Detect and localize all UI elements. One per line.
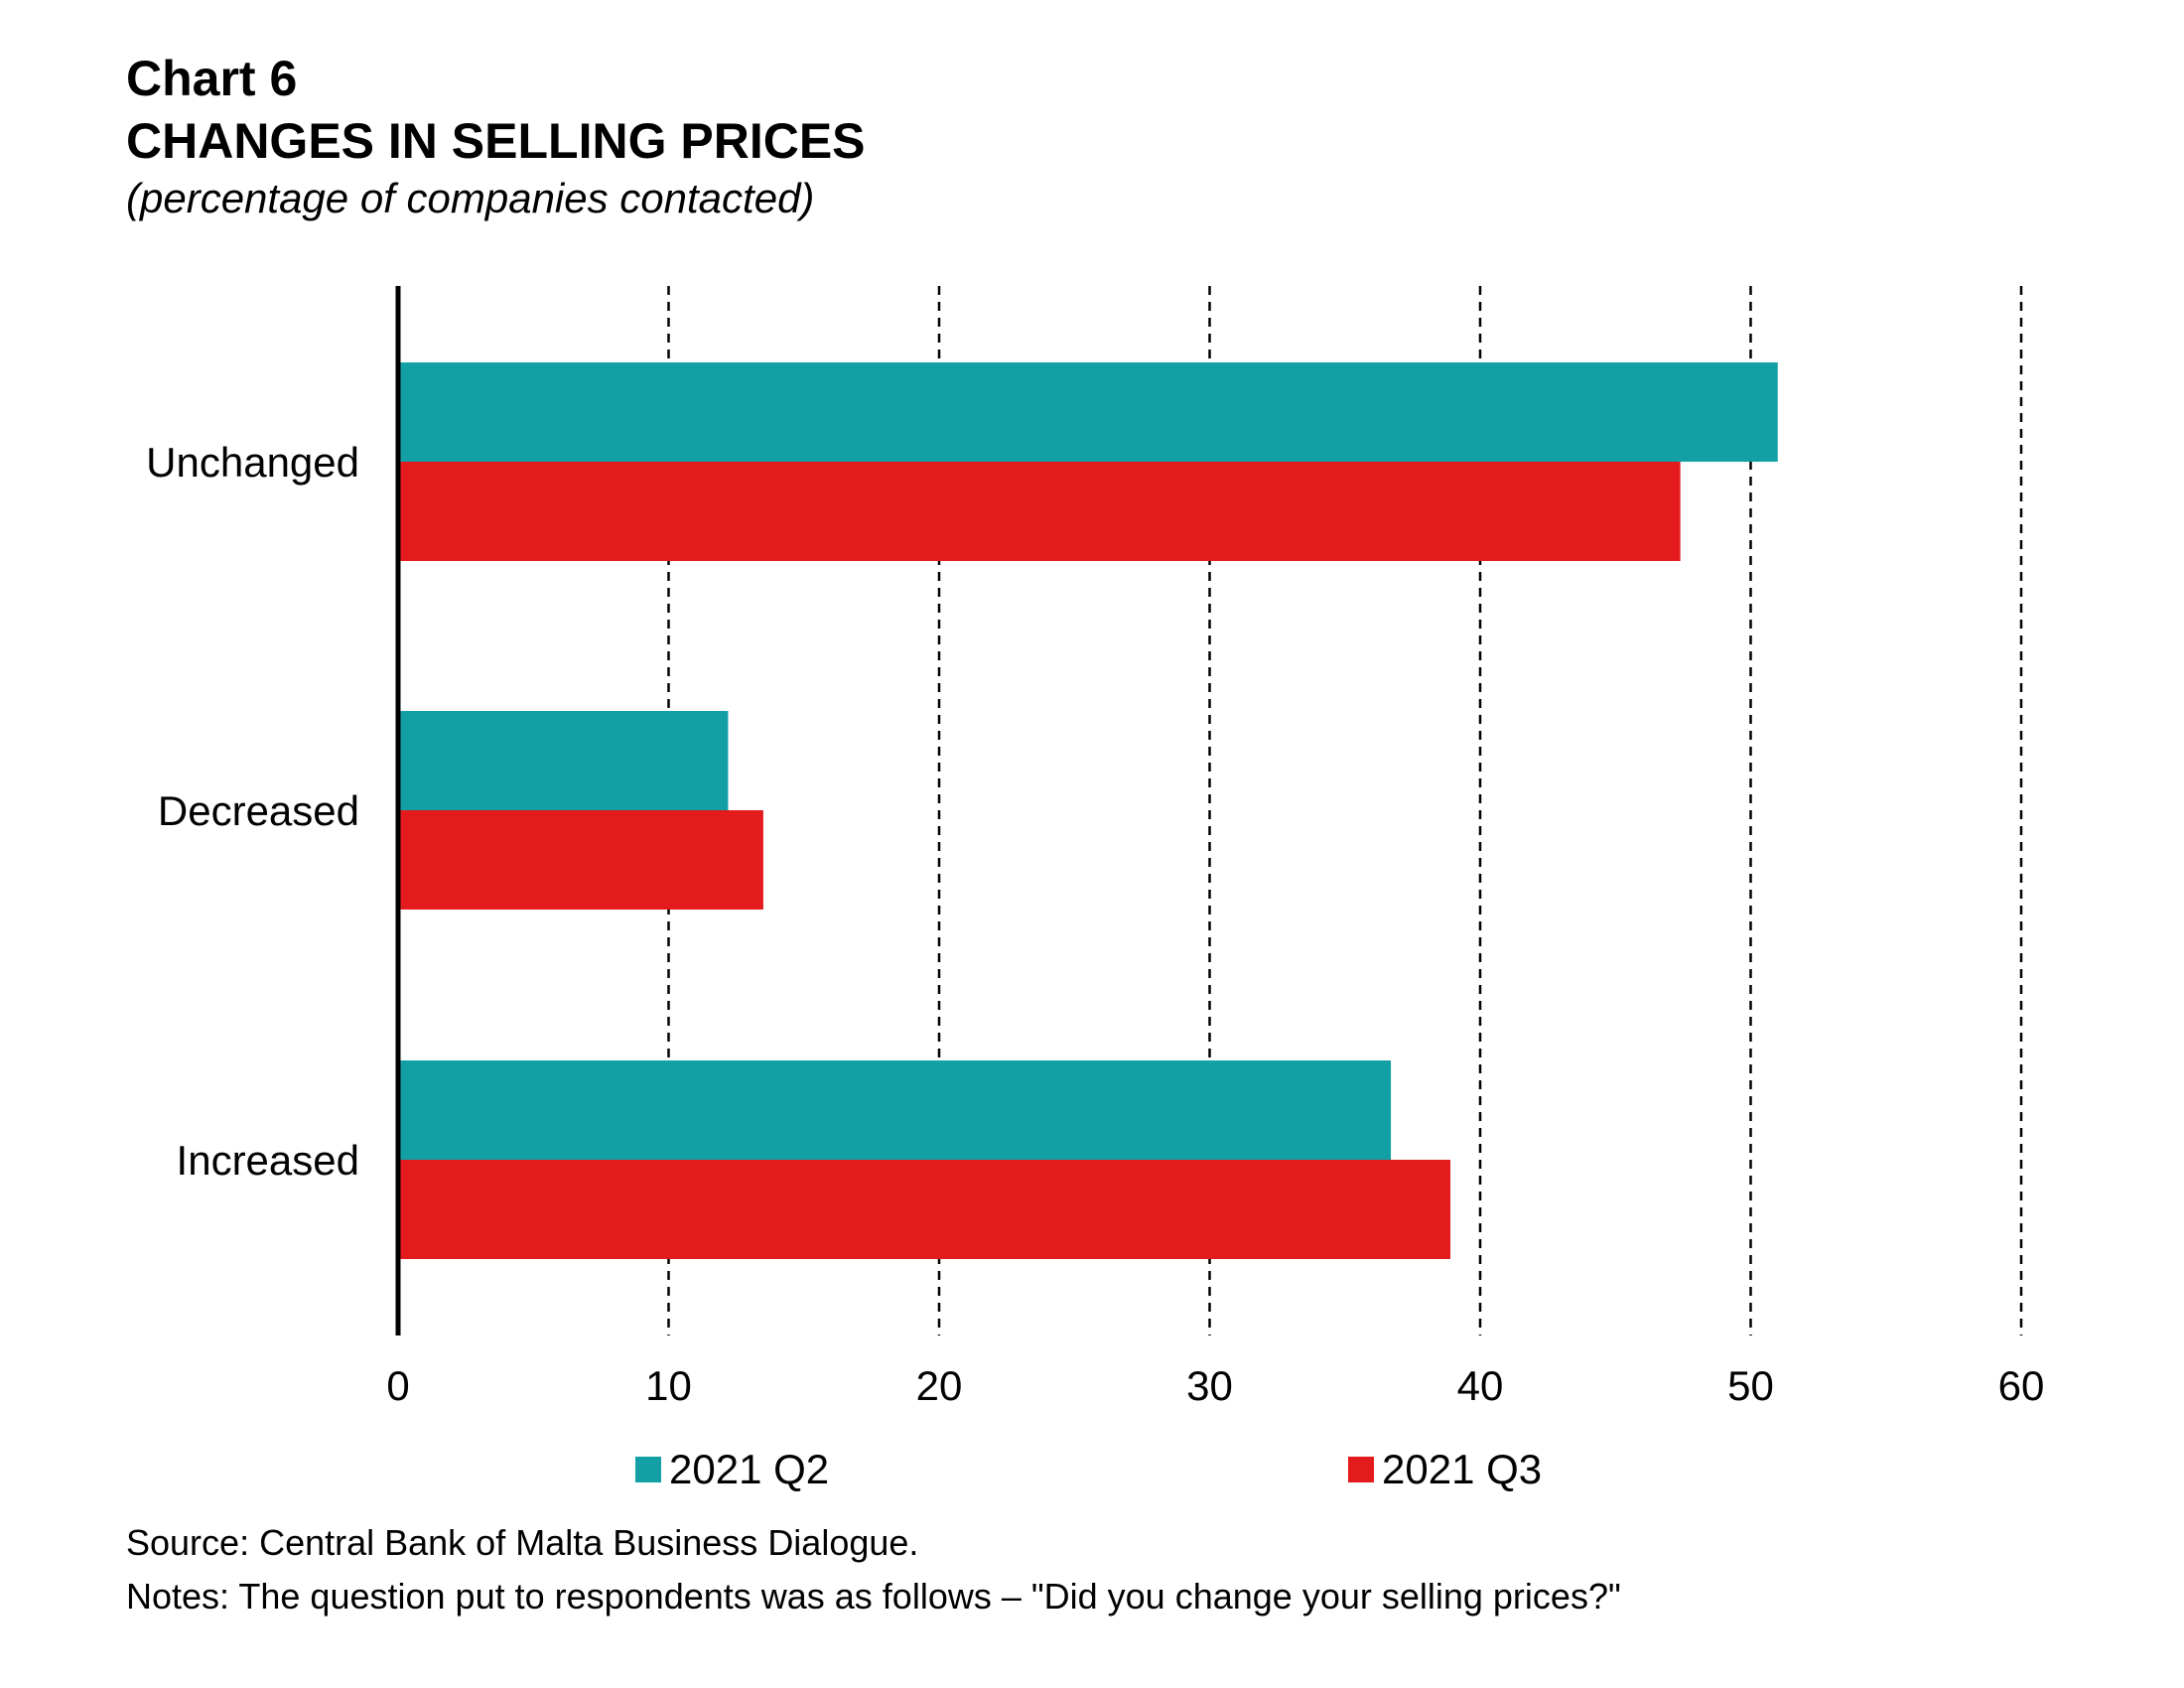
legend-swatch-q2 <box>635 1457 661 1482</box>
legend-item-q3: 2021 Q3 <box>1348 1440 1542 1499</box>
bar-unchanged-q3 <box>398 462 1681 561</box>
category-label: Decreased <box>158 787 359 834</box>
bar-increased-q3 <box>398 1160 1451 1259</box>
chart-title: CHANGES IN SELLING PRICES <box>126 113 866 169</box>
bar-decreased-q3 <box>398 810 763 910</box>
notes-line: Notes: The question put to respondents w… <box>126 1576 1621 1617</box>
legend-swatch-q3 <box>1348 1457 1374 1482</box>
axis-labels: 0 10 20 30 40 50 60 Unchanged Decreased Increased <box>146 439 2044 1409</box>
x-tick-label: 20 <box>916 1362 963 1409</box>
chart-subtitle: (percentage of companies contacted) <box>126 175 815 221</box>
bar-unchanged-q2 <box>398 362 1778 462</box>
x-tick-label: 60 <box>1998 1362 2045 1409</box>
bar-decreased-q2 <box>398 711 729 810</box>
legend-label-q2: 2021 Q2 <box>669 1446 830 1492</box>
source-note: Source: Central Bank of Malta Business D… <box>126 1522 919 1563</box>
bar-increased-q2 <box>398 1060 1392 1160</box>
x-tick-label: 10 <box>645 1362 692 1409</box>
category-label: Unchanged <box>146 439 359 486</box>
category-label: Increased <box>177 1137 359 1184</box>
bars <box>398 362 1778 1259</box>
x-tick-label: 30 <box>1186 1362 1233 1409</box>
legend-item-q2: 2021 Q2 <box>635 1440 829 1499</box>
legend-label-q3: 2021 Q3 <box>1382 1446 1543 1492</box>
x-tick-label: 40 <box>1457 1362 1504 1409</box>
chart-number: Chart 6 <box>126 51 298 106</box>
x-tick-label: 50 <box>1727 1362 1774 1409</box>
x-tick-label: 0 <box>386 1362 409 1409</box>
